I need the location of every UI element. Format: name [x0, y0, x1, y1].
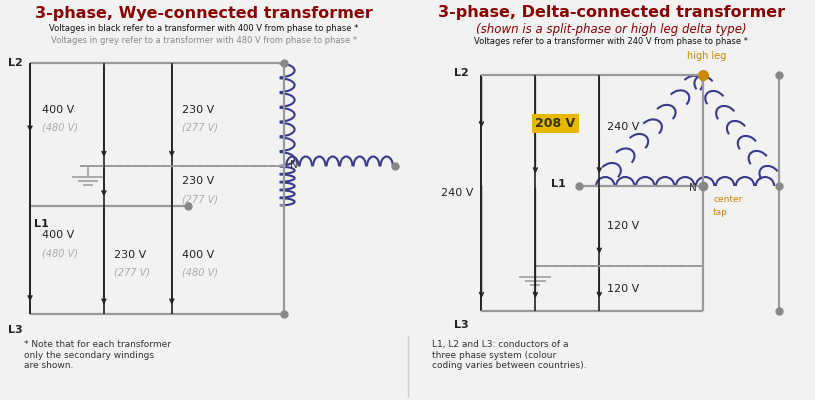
Text: (277 V): (277 V)	[114, 268, 150, 278]
Text: tap: tap	[713, 208, 728, 217]
Text: (277 V): (277 V)	[182, 123, 218, 133]
Text: 400 V: 400 V	[42, 230, 74, 240]
Text: (shown is a split-phase or high leg delta type): (shown is a split-phase or high leg delt…	[476, 23, 747, 36]
Text: L3: L3	[8, 325, 23, 335]
Text: 208 V: 208 V	[535, 117, 575, 130]
Text: 3-phase, Wye-connected transformer: 3-phase, Wye-connected transformer	[35, 6, 372, 21]
Text: N: N	[689, 183, 697, 193]
Text: 3-phase, Delta-connected transformer: 3-phase, Delta-connected transformer	[438, 5, 785, 20]
Text: Voltages in black refer to a transformer with 400 V from phase to phase *: Voltages in black refer to a transformer…	[49, 24, 359, 33]
Text: L1: L1	[34, 219, 49, 229]
Text: 240 V: 240 V	[441, 188, 474, 198]
Text: (277 V): (277 V)	[182, 194, 218, 204]
Text: (480 V): (480 V)	[182, 268, 218, 278]
Text: L2: L2	[453, 68, 469, 78]
Text: 400 V: 400 V	[42, 105, 74, 115]
Text: Voltages in grey refer to a transformer with 480 V from phase to phase *: Voltages in grey refer to a transformer …	[51, 36, 357, 45]
Text: Voltages refer to a transformer with 240 V from phase to phase *: Voltages refer to a transformer with 240…	[474, 38, 748, 46]
Text: high leg: high leg	[687, 52, 727, 62]
Text: center: center	[713, 195, 742, 204]
Text: 230 V: 230 V	[182, 176, 214, 186]
Text: 120 V: 120 V	[607, 221, 640, 231]
Text: L1, L2 and L3: conductors of a
three phase system (colour
coding varies between : L1, L2 and L3: conductors of a three pha…	[432, 340, 587, 370]
Text: L1: L1	[551, 179, 566, 190]
Text: 400 V: 400 V	[182, 250, 214, 260]
Text: L3: L3	[453, 320, 468, 330]
Text: 230 V: 230 V	[182, 105, 214, 115]
Text: (480 V): (480 V)	[42, 123, 78, 133]
Text: 240 V: 240 V	[607, 122, 640, 132]
Text: (480 V): (480 V)	[42, 248, 78, 258]
Text: N: N	[289, 160, 297, 170]
Text: 120 V: 120 V	[607, 284, 640, 294]
Text: 230 V: 230 V	[114, 250, 146, 260]
Text: * Note that for each transformer
only the secondary windings
are shown.: * Note that for each transformer only th…	[24, 340, 171, 370]
Text: L2: L2	[8, 58, 23, 68]
